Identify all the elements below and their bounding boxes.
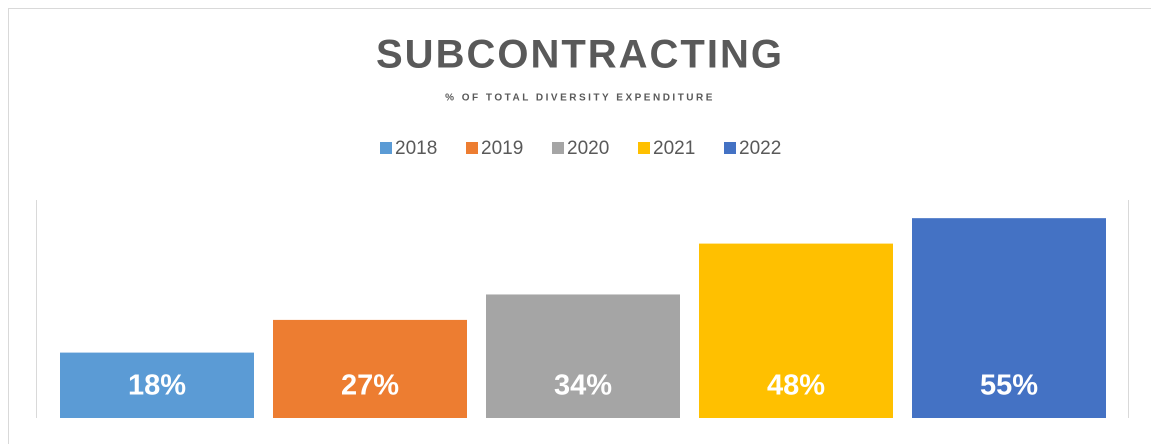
data-label: 18% <box>128 370 186 402</box>
legend-label: 2019 <box>481 138 523 159</box>
data-label: 27% <box>341 370 399 402</box>
bar <box>486 294 680 418</box>
legend-label: 2021 <box>653 138 695 159</box>
bar <box>60 352 254 418</box>
legend-label: 2018 <box>395 138 437 159</box>
data-label: 34% <box>554 370 612 402</box>
chart-title: SUBCONTRACTING <box>376 33 784 77</box>
data-label: 55% <box>980 370 1038 402</box>
legend-label: 2020 <box>567 138 609 159</box>
legend-swatch <box>638 142 650 154</box>
legend-label: 2022 <box>739 138 781 159</box>
chart-subtitle: % OF TOTAL DIVERSITY EXPENDITURE <box>445 93 715 104</box>
legend-swatch <box>552 142 564 154</box>
legend-swatch <box>466 142 478 154</box>
legend-swatch <box>380 142 392 154</box>
data-label: 48% <box>767 370 825 402</box>
bar <box>273 319 467 418</box>
bar <box>912 218 1106 418</box>
legend-swatch <box>724 142 736 154</box>
bar <box>699 243 893 418</box>
